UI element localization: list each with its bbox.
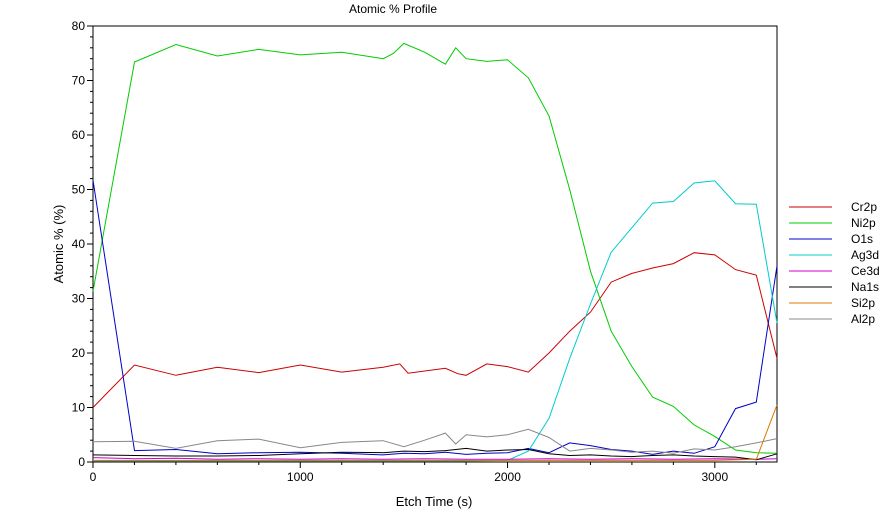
y-tick-label: 20 — [72, 346, 86, 360]
legend-item-al2p: Al2p — [789, 312, 875, 326]
y-tick-label: 80 — [72, 19, 86, 33]
axes-layer: 0 10 20 30 40 50 60 70 80 0 1000 2000 3000 — [72, 19, 757, 484]
series-line-ce3d — [92, 457, 778, 460]
legend-label: Na1s — [851, 280, 879, 294]
y-tick-label: 30 — [72, 292, 86, 306]
legend-label: Cr2p — [851, 200, 877, 214]
legend-item-o1s: O1s — [789, 232, 873, 246]
legend-label: Ce3d — [851, 264, 880, 278]
legend-item-si2p: Si2p — [789, 296, 875, 310]
x-axis-label: Etch Time (s) — [396, 494, 473, 509]
series-line-al2p — [92, 428, 778, 454]
y-tick-label: 60 — [72, 128, 86, 142]
legend: Cr2p Ni2p O1s Ag3d Ce3d Na1s Si2p Al2p — [789, 200, 880, 326]
legend-item-ce3d: Ce3d — [789, 264, 880, 278]
y-tick-label: 40 — [72, 237, 86, 251]
legend-label: Si2p — [851, 296, 875, 310]
plot-area — [92, 25, 778, 463]
series-layer — [92, 42, 778, 462]
y-tick-label: 70 — [72, 74, 86, 88]
legend-label: Ni2p — [851, 216, 876, 230]
legend-item-cr2p: Cr2p — [789, 200, 877, 214]
series-line-cr2p — [92, 252, 778, 408]
series-line-ni2p — [92, 42, 778, 454]
series-line-si2p — [93, 404, 778, 461]
series-line-o1s — [92, 180, 778, 456]
y-axis-label: Atomic % (%) — [51, 205, 66, 284]
legend-item-na1s: Na1s — [789, 280, 879, 294]
x-tick-label: 3000 — [701, 470, 728, 484]
x-tick-label: 2000 — [494, 470, 521, 484]
y-tick-label: 50 — [72, 183, 86, 197]
x-tick-label: 0 — [90, 470, 97, 484]
legend-item-ag3d: Ag3d — [789, 248, 879, 262]
x-tick-label: 1000 — [287, 470, 314, 484]
chart-title: Atomic % Profile — [349, 2, 437, 16]
y-tick-label: 0 — [78, 455, 85, 469]
legend-label: Al2p — [851, 312, 875, 326]
y-tick-label: 10 — [72, 401, 86, 415]
legend-label: O1s — [851, 232, 873, 246]
legend-item-ni2p: Ni2p — [789, 216, 876, 230]
legend-label: Ag3d — [851, 248, 879, 262]
series-line-na1s — [92, 447, 778, 461]
